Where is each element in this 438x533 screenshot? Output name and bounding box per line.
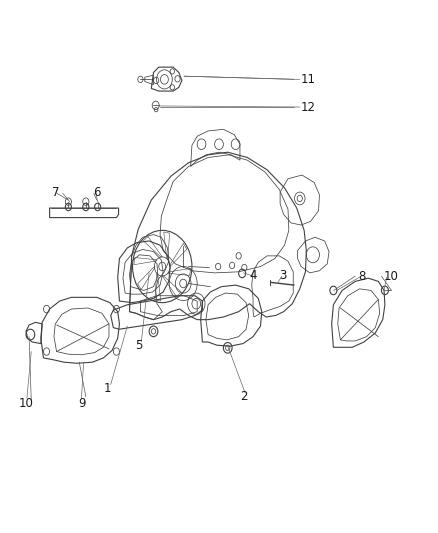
Text: 2: 2: [240, 390, 247, 403]
Text: 4: 4: [250, 269, 257, 281]
Text: 3: 3: [279, 269, 286, 281]
Text: 11: 11: [301, 73, 316, 86]
Text: 8: 8: [358, 270, 365, 282]
Text: 7: 7: [52, 185, 60, 199]
Text: 9: 9: [78, 397, 86, 410]
Text: 5: 5: [135, 338, 142, 352]
Text: 12: 12: [301, 101, 316, 114]
Text: 1: 1: [104, 382, 111, 395]
Text: 10: 10: [19, 397, 34, 410]
Text: 6: 6: [93, 185, 101, 199]
Text: 10: 10: [384, 270, 399, 282]
